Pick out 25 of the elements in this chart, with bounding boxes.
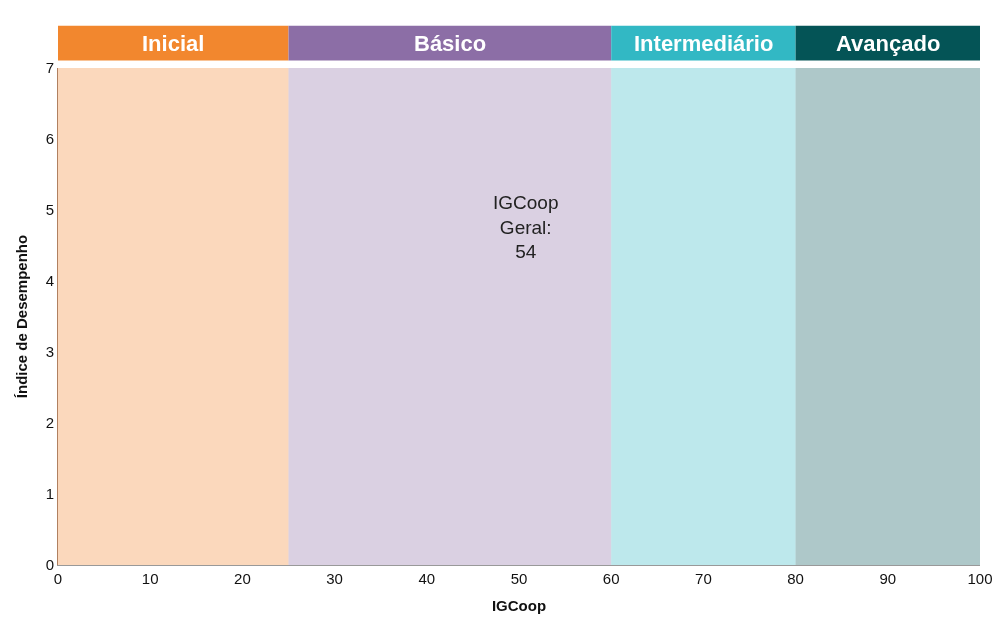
x-tick-label: 10 — [141, 570, 159, 587]
y-tick-label: 5 — [45, 201, 54, 219]
band-label: Avançado — [836, 31, 941, 56]
y-tick-label: 6 — [45, 130, 54, 148]
x-tick-label: 50 — [510, 570, 528, 587]
band-label: Inicial — [142, 31, 205, 56]
annotation: IGCoop Geral: 54 — [493, 192, 559, 263]
band-label: Básico — [414, 31, 487, 56]
y-axis-title: Índice de Desempenho — [12, 234, 30, 399]
x-tick-label: 100 — [967, 570, 993, 587]
x-tick-label: 20 — [234, 570, 251, 587]
band-label: Intermediário — [634, 31, 774, 56]
x-tick-label: 40 — [418, 570, 436, 587]
y-tick-label: 2 — [45, 414, 54, 432]
y-tick-label: 4 — [45, 272, 54, 290]
y-tick-label: 1 — [45, 485, 54, 503]
x-tick-label: 90 — [879, 570, 897, 587]
x-tick-label: 60 — [602, 570, 620, 587]
y-tick-label: 7 — [45, 59, 54, 77]
y-tick-label: 3 — [45, 343, 54, 361]
x-tick-label: 80 — [787, 570, 804, 587]
x-axis-title: IGCoop — [491, 597, 547, 614]
x-tick-label: 30 — [326, 570, 343, 587]
y-tick-label: 0 — [45, 556, 54, 574]
x-tick-label: 70 — [695, 570, 712, 587]
